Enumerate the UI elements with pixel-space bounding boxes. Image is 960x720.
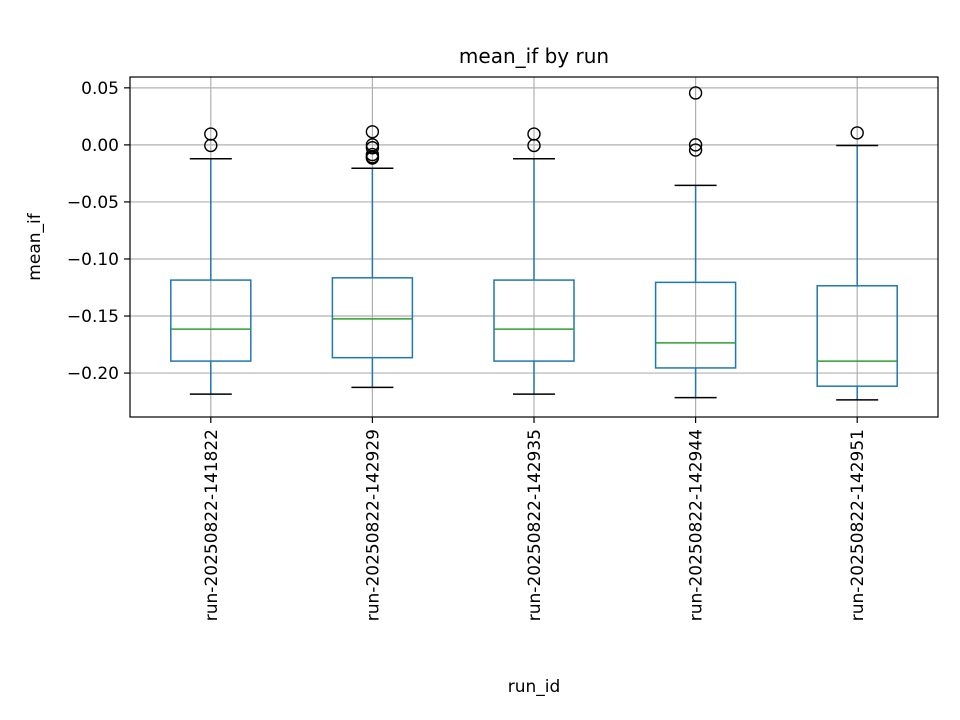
y-axis-label: mean_if <box>25 212 45 280</box>
y-axis-ticks: 0.05 0.00 −0.05 −0.10 −0.15 −0.20 <box>67 79 130 384</box>
outlier-point <box>527 138 541 153</box>
y-tick-label: −0.15 <box>67 307 119 327</box>
x-tick-label: run-20250822-142944 <box>687 429 707 621</box>
outlier-point <box>365 141 380 155</box>
x-tick-label: run-20250822-142935 <box>525 429 545 621</box>
x-axis-ticks: run-20250822-141822 run-20250822-142929 ru… <box>202 417 868 621</box>
outlier-point <box>688 86 703 100</box>
boxes <box>170 86 898 401</box>
outlier-point <box>850 126 864 140</box>
outlier-point <box>204 138 218 153</box>
y-tick-label: −0.05 <box>67 193 119 213</box>
box-2 <box>331 125 414 389</box>
outlier-point <box>365 151 380 165</box>
iqr-box <box>331 277 414 359</box>
iqr-box <box>493 279 575 362</box>
outlier-point <box>688 138 703 152</box>
iqr-box <box>654 281 737 369</box>
iqr-box <box>816 285 898 387</box>
x-tick-label: run-20250822-142929 <box>363 429 383 621</box>
box-1 <box>170 127 252 395</box>
x-tick-label: run-20250822-141822 <box>202 429 222 621</box>
outlier-point <box>688 143 703 157</box>
box-4 <box>654 86 737 399</box>
y-tick-label: 0.05 <box>81 79 119 99</box>
y-tick-label: −0.20 <box>67 364 119 384</box>
x-axis-label: run_id <box>508 677 561 697</box>
x-tick-label: run-20250822-142951 <box>848 429 868 621</box>
outlier-point <box>365 125 380 139</box>
y-tick-label: 0.00 <box>81 136 119 156</box>
box-3 <box>493 127 575 395</box>
box-5 <box>816 126 898 401</box>
iqr-box <box>170 279 252 362</box>
y-tick-label: −0.10 <box>67 250 119 270</box>
chart-title: mean_if by run <box>459 44 609 68</box>
